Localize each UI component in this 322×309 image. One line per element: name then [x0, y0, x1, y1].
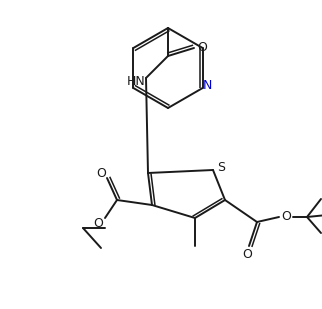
Text: N: N [203, 78, 212, 91]
Text: O: O [197, 40, 207, 53]
Text: O: O [93, 217, 103, 230]
Text: HN: HN [127, 74, 145, 87]
Text: O: O [96, 167, 106, 180]
Text: O: O [242, 248, 252, 260]
Text: S: S [217, 160, 225, 173]
Text: O: O [281, 210, 291, 222]
